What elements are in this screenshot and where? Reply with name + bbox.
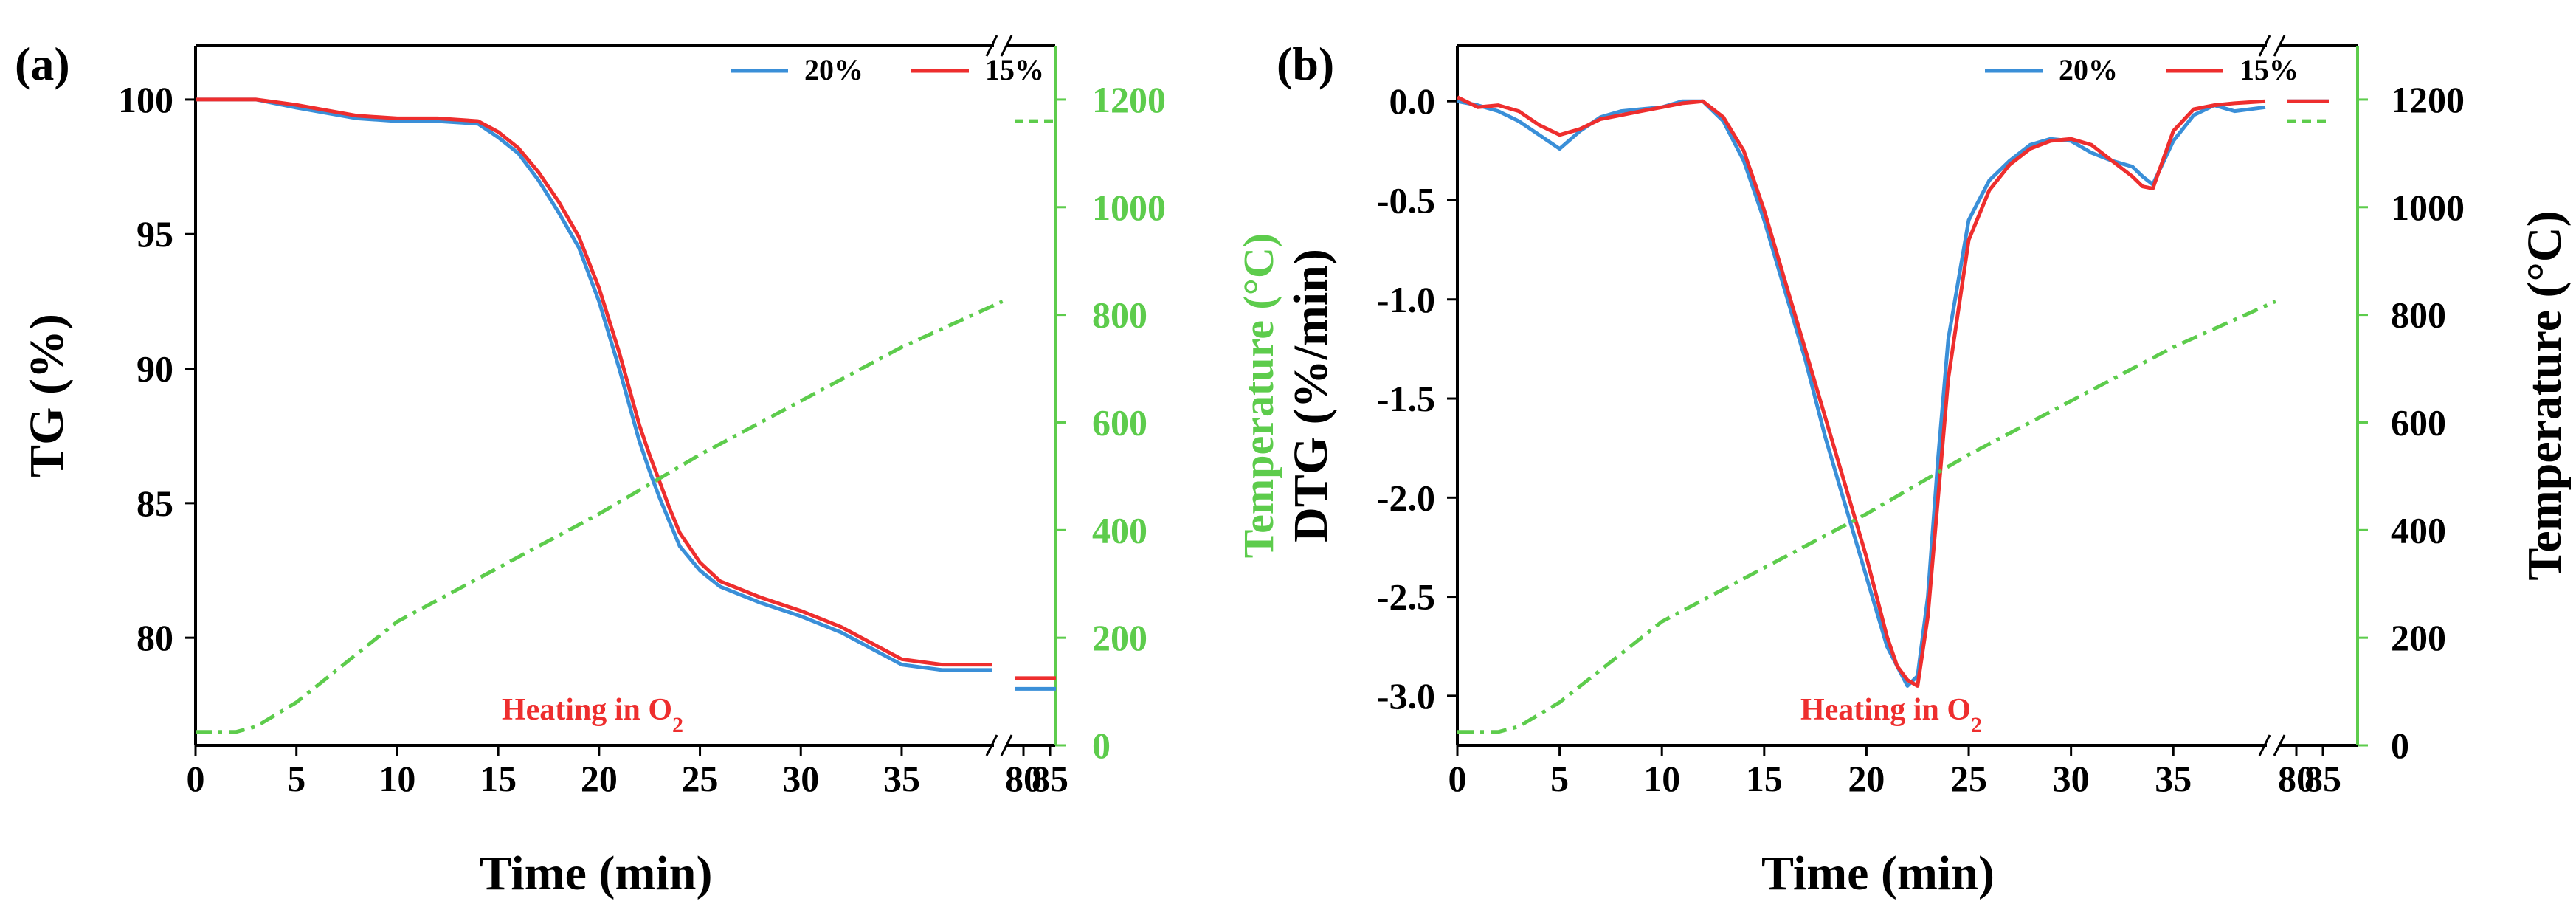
x-tick-label: 10 (1643, 758, 1680, 799)
x-tick-label: 20 (1848, 758, 1885, 799)
y2-tick-label: 600 (1092, 401, 1147, 443)
y2-tick-label: 600 (2391, 401, 2446, 443)
y2-axis-label: Temperature (°C) (2518, 210, 2572, 580)
annotation-subscript: 2 (672, 713, 683, 737)
chart-panel-a: 0 5 10 15 20 25 30 35 80858085909510002004006008… (15, 35, 1282, 900)
y-tick-label: -3.0 (1377, 675, 1435, 717)
x-tick-label: 25 (682, 758, 719, 799)
y2-tick-label: 0 (2391, 725, 2409, 766)
y-tick-label: -2.5 (1377, 576, 1435, 618)
x-tick-label: 5 (287, 758, 305, 799)
y2-tick-label: 1000 (2391, 187, 2465, 228)
panel-label: (b) (1277, 38, 1334, 90)
axis-break-mark (1000, 35, 1013, 57)
y-tick-label: -0.5 (1377, 179, 1435, 221)
x-tick-label: 15 (1746, 758, 1783, 799)
y-tick-label: -1.5 (1377, 378, 1435, 419)
legend-label-15pct: 15% (985, 53, 1044, 86)
axis-break-mark (2273, 734, 2286, 756)
x-axis-label: Time (min) (1761, 846, 1995, 900)
y-tick-label: 90 (137, 348, 173, 390)
axis-break-gap (2267, 38, 2279, 53)
y-axis-label: DTG (%/min) (1284, 249, 1338, 542)
series-line-20pct (1457, 99, 2266, 688)
series-line-temperature (1457, 300, 2276, 734)
y-tick-label: 80 (137, 617, 173, 658)
x-axis-label: Time (min) (480, 846, 713, 900)
axis-break-mark (1000, 734, 1013, 756)
y-axis-label: TG (%) (20, 314, 74, 477)
y2-tick-label: 1200 (2391, 79, 2465, 120)
chart-panel-b: 0 5 10 15 20 25 30 35 8085-3.0-2.5-2.0-1.5-1.0-0… (1277, 35, 2572, 900)
axis-break-gap (994, 738, 1006, 753)
panel-label: (a) (15, 38, 70, 90)
annotation-text: Heating in O (1800, 693, 1971, 727)
series-line-15pct (1456, 95, 2266, 688)
x-tick-label: 25 (1950, 758, 1987, 799)
axis-break-mark (2258, 35, 2271, 57)
x-tick-label: 0 (1448, 758, 1467, 799)
annotation-subscript: 2 (1971, 713, 1982, 737)
y2-tick-label: 1000 (1092, 187, 1166, 228)
x-tick-label: 35 (883, 758, 920, 799)
legend-label-20pct: 20% (804, 53, 863, 86)
axis-break-mark (985, 35, 998, 57)
axis-break-gap (2267, 738, 2279, 753)
x-tick-label: 30 (2053, 758, 2090, 799)
x-tick-label: 85 (2304, 758, 2341, 799)
y2-tick-label: 400 (2391, 509, 2446, 551)
y-tick-label: -1.0 (1377, 279, 1435, 320)
y-tick-label: 85 (137, 483, 173, 524)
y2-tick-label: 800 (1092, 294, 1147, 336)
series-line-15pct (196, 97, 992, 667)
x-tick-label: 80 (2278, 758, 2315, 799)
axis-break-mark (2273, 35, 2286, 57)
y2-axis-label: Temperature (°C) (1235, 233, 1282, 558)
x-tick-label: 85 (1032, 758, 1068, 799)
y2-tick-label: 200 (2391, 617, 2446, 658)
x-tick-label: 0 (187, 758, 205, 799)
axis-break-mark (985, 734, 998, 756)
y2-tick-label: 1200 (1092, 79, 1166, 120)
x-tick-label: 5 (1550, 758, 1569, 799)
series-line-20pct (196, 97, 992, 672)
heating-annotation: Heating in O2 (1800, 693, 1982, 737)
legend-label-20pct: 20% (2059, 53, 2118, 86)
x-tick-label: 35 (2155, 758, 2192, 799)
x-tick-label: 10 (379, 758, 415, 799)
y-tick-label: 0.0 (1389, 80, 1436, 122)
heating-annotation: Heating in O2 (502, 693, 683, 737)
x-tick-label: 80 (1005, 758, 1042, 799)
y-tick-label: -2.0 (1377, 477, 1435, 518)
legend-label-15pct: 15% (2240, 53, 2299, 86)
y-tick-label: 95 (137, 213, 173, 255)
axis-break-mark (2258, 734, 2271, 756)
y2-tick-label: 200 (1092, 617, 1147, 658)
x-tick-label: 30 (782, 758, 819, 799)
y2-tick-label: 400 (1092, 509, 1147, 551)
x-tick-label: 20 (581, 758, 618, 799)
y2-tick-label: 0 (1092, 725, 1111, 766)
series-line-temperature (196, 300, 1004, 734)
x-tick-label: 15 (480, 758, 517, 799)
axis-break-gap (994, 38, 1006, 53)
annotation-text: Heating in O (502, 693, 672, 727)
y-tick-label: 100 (118, 79, 173, 120)
y2-tick-label: 800 (2391, 294, 2446, 336)
